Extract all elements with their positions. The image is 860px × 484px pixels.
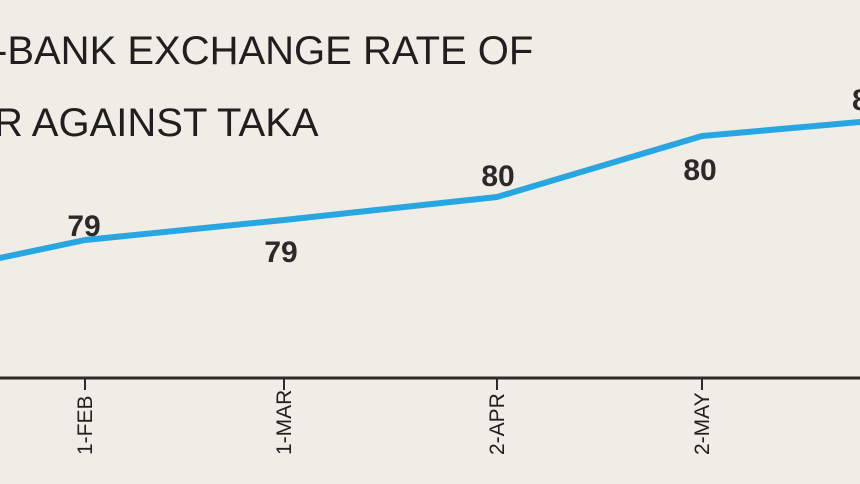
chart-title-line-2: R AGAINST TAKA	[0, 101, 319, 145]
data-labels: 79 79 80 80	[67, 154, 716, 269]
x-tick-label: 1-MAR	[273, 390, 296, 455]
data-label-partial: 8	[852, 84, 860, 117]
x-tick-label: 2-APR	[486, 393, 509, 455]
data-label: 79	[67, 210, 100, 243]
x-axis-ticks: 1-FEB 1-MAR 2-APR 2-MAY	[74, 378, 714, 455]
data-label: 80	[683, 154, 716, 187]
x-tick-label: 1-FEB	[74, 395, 97, 455]
x-tick-label: 2-MAY	[691, 392, 714, 455]
data-label: 79	[264, 236, 297, 269]
chart-title-line-1: -BANK EXCHANGE RATE OF	[0, 29, 533, 73]
exchange-rate-line	[0, 119, 860, 261]
data-label: 80	[481, 160, 514, 193]
